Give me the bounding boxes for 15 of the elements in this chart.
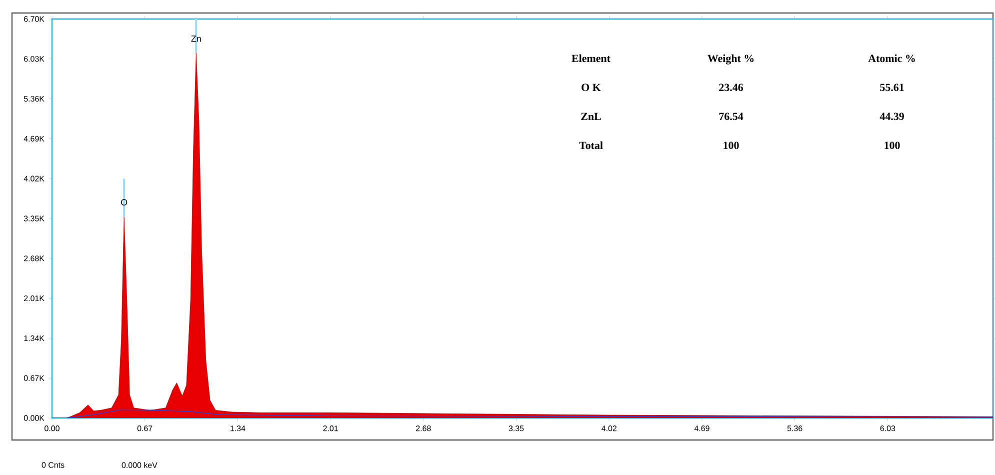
line-series bbox=[65, 409, 994, 418]
annotation: 100 bbox=[884, 142, 900, 150]
annotation: O K bbox=[582, 84, 601, 92]
annotation: 55.61 bbox=[880, 84, 904, 92]
annotation: O bbox=[121, 199, 128, 206]
annotation: Total bbox=[579, 141, 603, 150]
annotation: 100 bbox=[724, 142, 739, 150]
annotation: Weight % bbox=[708, 54, 754, 64]
annotation: Zn bbox=[191, 36, 201, 42]
annotation: Atomic % bbox=[868, 54, 915, 62]
annotation: ZnL bbox=[581, 112, 601, 120]
annotation: Element bbox=[572, 54, 610, 62]
annotation: 44.39 bbox=[880, 112, 904, 120]
annotation: 76.54 bbox=[719, 112, 744, 120]
annotation: 23.46 bbox=[719, 84, 744, 92]
